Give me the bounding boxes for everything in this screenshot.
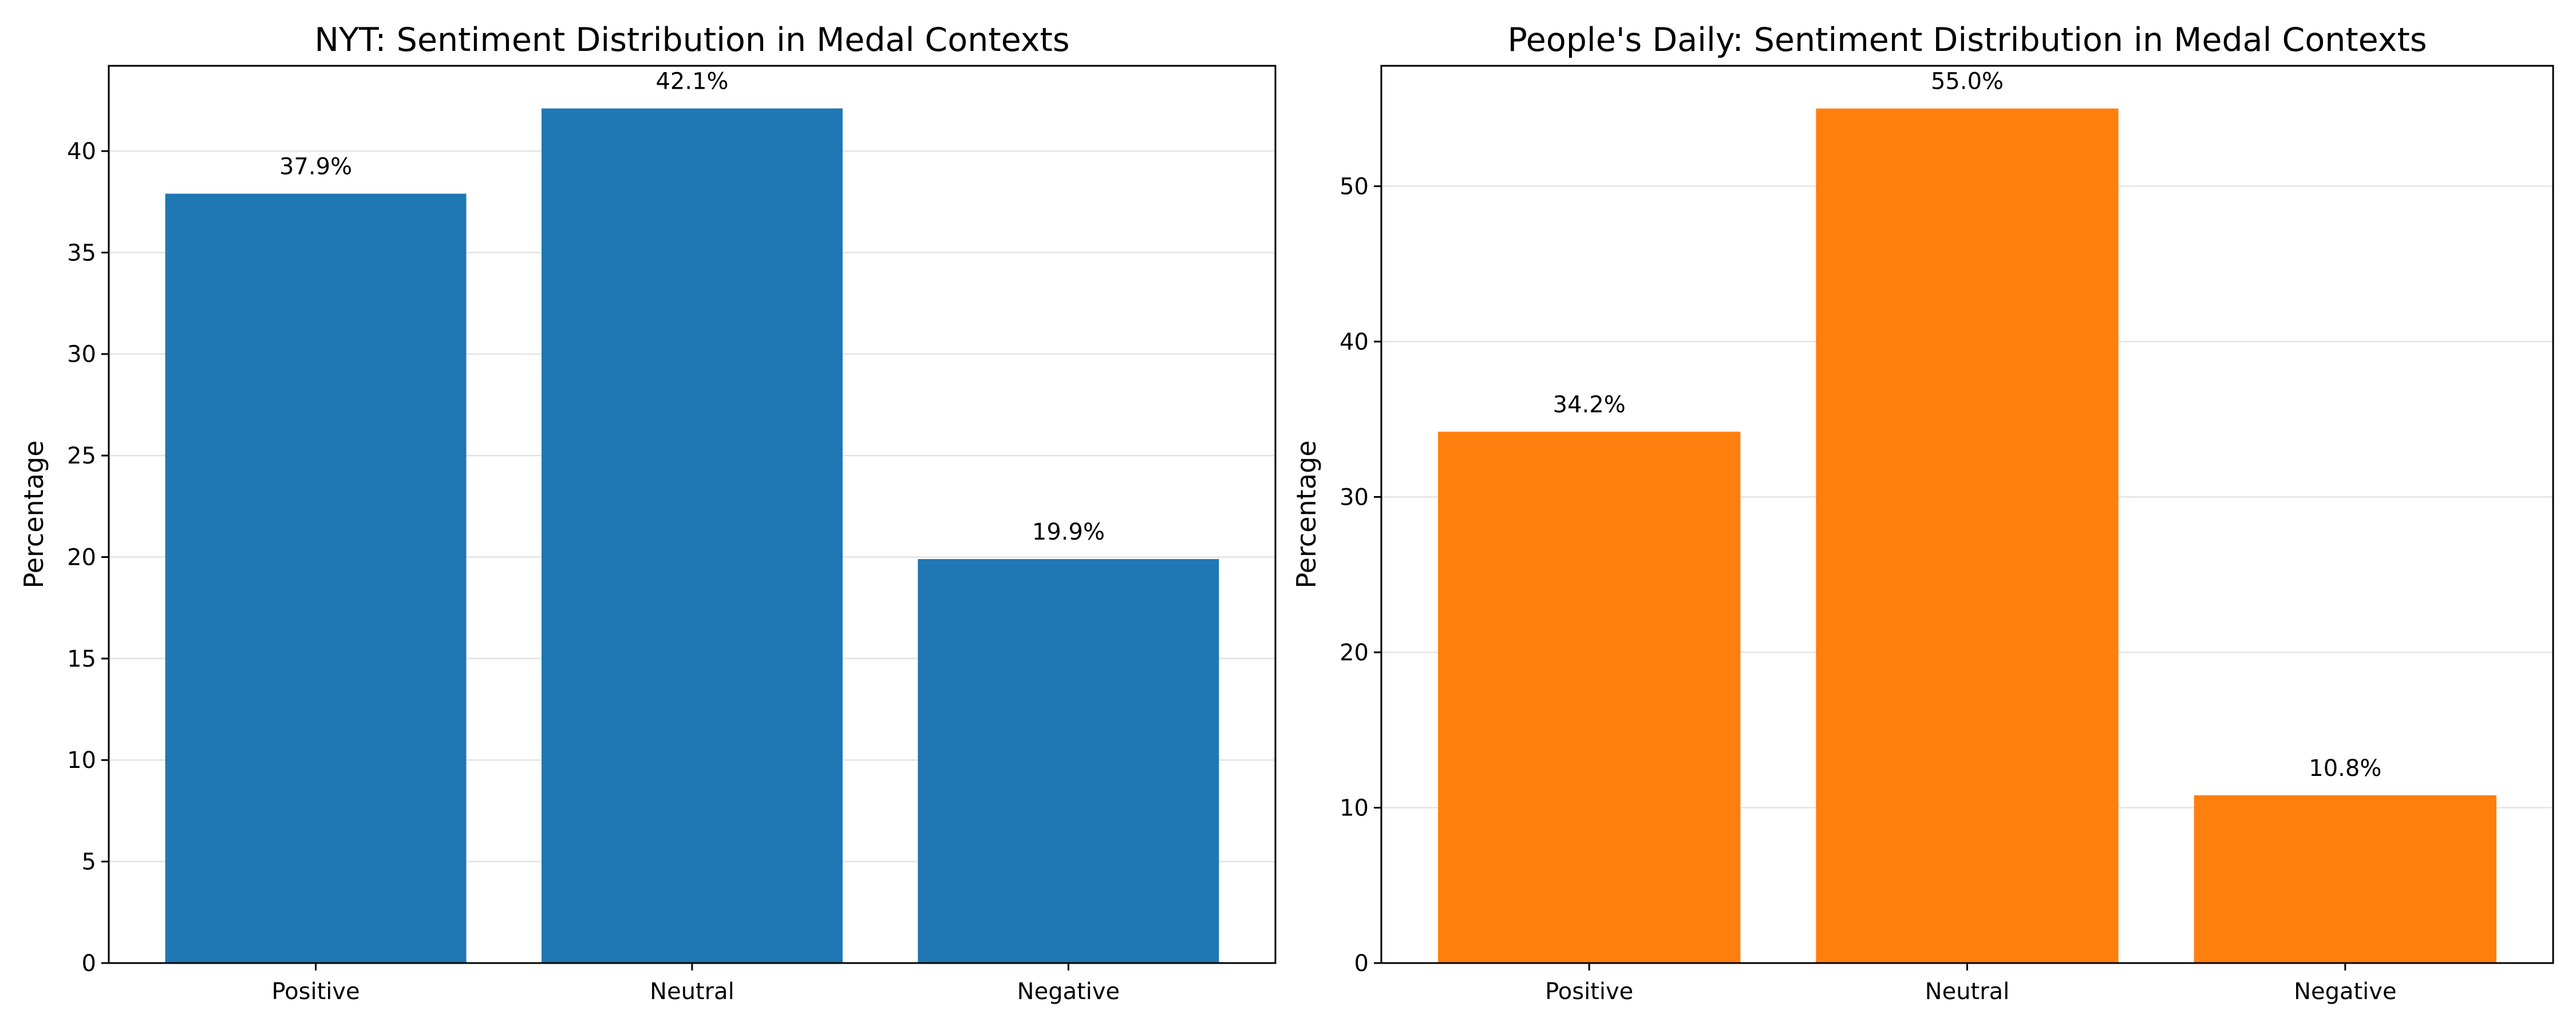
bar-neutral xyxy=(542,108,843,963)
y-tick-label: 0 xyxy=(1354,950,1369,977)
y-axis-label: Percentage xyxy=(1291,441,1322,589)
x-ticks: Positive Neutral Negative xyxy=(271,963,1120,1005)
y-tick-label: 30 xyxy=(1340,484,1369,510)
x-tick-label: Neutral xyxy=(650,978,734,1005)
data-label: 42.1% xyxy=(655,68,728,94)
bar-negative xyxy=(2194,795,2496,963)
data-labels: 37.9% 42.1% 19.9% xyxy=(279,68,1105,545)
y-tick-label: 10 xyxy=(67,747,96,774)
x-tick-label: Neutral xyxy=(1925,978,2010,1005)
data-label: 37.9% xyxy=(279,153,352,180)
bars xyxy=(165,108,1219,964)
y-tick-label: 40 xyxy=(1340,329,1369,355)
x-tick-label: Positive xyxy=(271,978,359,1005)
y-tick-label: 10 xyxy=(1340,795,1369,821)
y-tick-label: 20 xyxy=(1340,640,1369,666)
bar-neutral xyxy=(1816,108,2119,964)
data-label: 10.8% xyxy=(2309,755,2381,782)
x-ticks: Positive Neutral Negative xyxy=(1545,963,2397,1005)
y-tick-label: 20 xyxy=(67,544,96,571)
bars xyxy=(1438,108,2496,964)
bar-negative xyxy=(918,559,1219,963)
bar-positive xyxy=(1438,431,1741,963)
data-label: 55.0% xyxy=(1931,69,2004,95)
data-labels: 34.2% 55.0% 10.8% xyxy=(1553,69,2382,782)
y-tick-label: 15 xyxy=(67,646,96,672)
y-tick-label: 25 xyxy=(67,443,96,469)
y-tick-label: 40 xyxy=(67,138,96,165)
peoples-daily-chart: People's Daily: Sentiment Distribution i… xyxy=(1291,21,2554,1005)
y-ticks: 0 5 10 15 20 25 30 35 40 xyxy=(67,138,109,977)
x-tick-label: Negative xyxy=(1017,978,1120,1005)
y-tick-label: 0 xyxy=(82,950,96,977)
bar-positive xyxy=(165,193,467,964)
y-tick-label: 5 xyxy=(82,849,96,876)
nyt-chart: NYT: Sentiment Distribution in Medal Con… xyxy=(18,21,1277,1005)
data-label: 19.9% xyxy=(1032,519,1105,545)
plot-frame xyxy=(1380,65,2554,964)
chart-title: NYT: Sentiment Distribution in Medal Con… xyxy=(314,21,1069,59)
chart-title: People's Daily: Sentiment Distribution i… xyxy=(1507,21,2427,59)
y-axis-label: Percentage xyxy=(18,441,49,589)
y-tick-label: 50 xyxy=(1340,173,1369,200)
y-tick-label: 30 xyxy=(67,342,96,368)
data-label: 34.2% xyxy=(1553,391,1626,418)
x-tick-label: Negative xyxy=(2294,978,2397,1005)
x-tick-label: Positive xyxy=(1545,978,1633,1005)
plot-frame xyxy=(108,65,1277,964)
y-tick-label: 35 xyxy=(67,240,96,266)
y-ticks: 0 10 20 30 40 50 xyxy=(1340,173,1381,977)
